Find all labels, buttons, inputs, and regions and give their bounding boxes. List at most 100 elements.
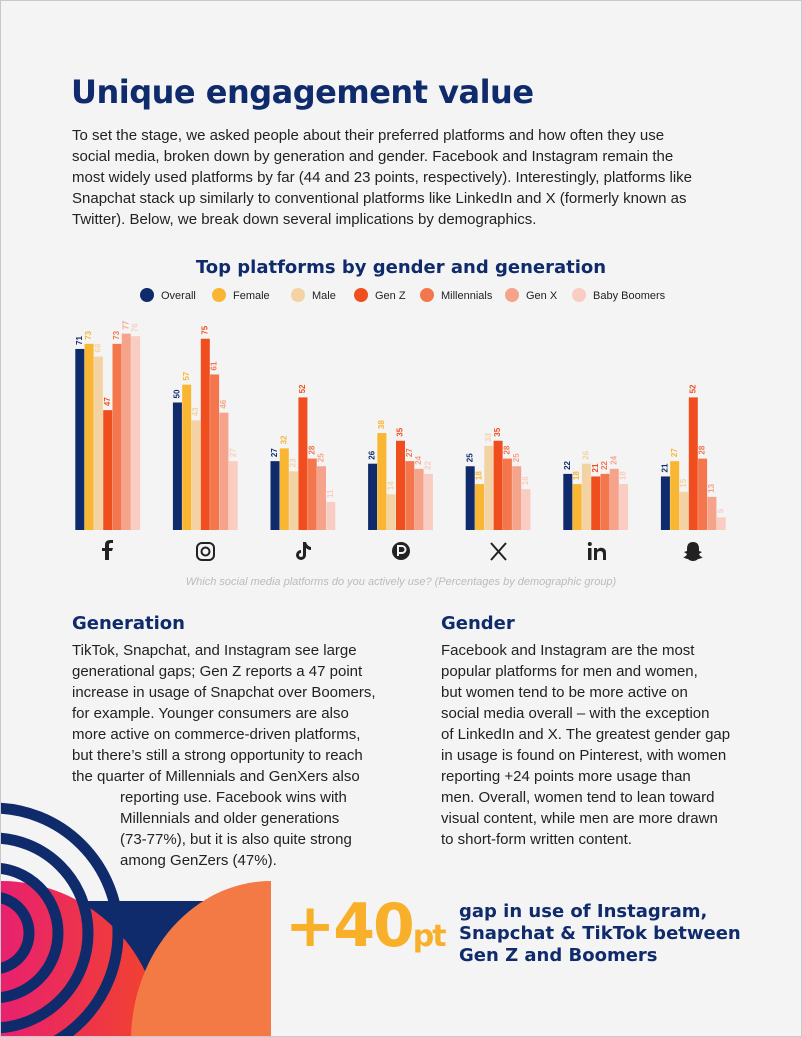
paragraph-line: to short-form written content. [441, 831, 632, 848]
bar [465, 466, 475, 530]
paragraph-line: for example. Younger consumers are also [72, 705, 349, 722]
bar [326, 501, 336, 530]
value-label: 27 [405, 448, 414, 457]
value-label: 21 [661, 463, 670, 472]
value-label: 5 [716, 508, 725, 513]
stat-text: gap in use of Instagram, [459, 901, 708, 922]
value-label: 16 [521, 476, 530, 485]
value-label: 76 [131, 323, 140, 332]
value-label: 52 [298, 384, 307, 393]
value-label: 73 [112, 330, 121, 339]
paragraph-line: (73-77%), but it is also quite strong [120, 831, 352, 848]
bar [103, 410, 113, 530]
value-label: 25 [317, 453, 326, 462]
bar [512, 466, 522, 530]
chart-title: Top platforms by gender and generation [196, 257, 606, 278]
bar [279, 448, 289, 530]
legend-swatch [505, 288, 519, 302]
stat-text: Snapchat & TikTok between [459, 923, 741, 944]
platform-icons [102, 540, 703, 561]
stat-text: Gen Z and Boomers [459, 945, 658, 966]
legend-label: Gen X [526, 290, 558, 302]
value-label: 23 [289, 458, 298, 467]
paragraph-line: in usage is found on Pinterest, with wom… [441, 747, 727, 764]
value-label: 28 [503, 445, 512, 454]
value-label: 43 [191, 407, 200, 416]
value-label: 38 [377, 420, 386, 429]
intro-line: Snapchat stack up similarly to conventio… [72, 190, 687, 207]
value-label: 25 [512, 453, 521, 462]
value-label: 32 [279, 435, 288, 444]
bar [563, 473, 573, 530]
value-label: 28 [698, 445, 707, 454]
bar [368, 463, 378, 530]
value-label: 13 [707, 483, 716, 492]
bar [298, 397, 308, 530]
legend-swatch [291, 288, 305, 302]
paragraph-line: reporting use. Facebook wins with [120, 789, 347, 806]
value-label: 26 [582, 450, 591, 459]
bar [405, 461, 415, 530]
value-label: 26 [368, 450, 377, 459]
bar [414, 468, 424, 530]
bar [210, 374, 220, 530]
value-label: 15 [679, 478, 688, 487]
bar [609, 468, 619, 530]
value-label: 68 [94, 343, 103, 352]
value-label: 46 [219, 399, 228, 408]
paragraph-line: TikTok, Snapchat, and Instagram see larg… [72, 642, 357, 659]
chart-caption: Which social media platforms do you acti… [186, 576, 617, 588]
bar [688, 397, 698, 530]
value-label: 77 [121, 320, 130, 329]
value-label: 35 [493, 427, 502, 436]
bar [386, 494, 396, 530]
bar [200, 338, 210, 530]
value-label: 27 [670, 448, 679, 457]
bar [698, 458, 708, 530]
value-label: 18 [572, 471, 581, 480]
value-label: 57 [182, 371, 191, 380]
value-label: 18 [475, 471, 484, 480]
bar [182, 384, 192, 530]
bar [317, 466, 326, 530]
legend-label: Baby Boomers [593, 290, 666, 302]
paragraph-line: of LinkedIn and X. The greatest gender g… [441, 726, 731, 743]
intro-line: social media, broken down by generation … [72, 148, 674, 165]
bar [93, 356, 103, 530]
value-label: 25 [465, 453, 474, 462]
bar [423, 473, 433, 530]
bar [172, 402, 182, 530]
value-label: 24 [609, 455, 618, 464]
bar [581, 463, 591, 530]
value-label: 22 [563, 460, 572, 469]
paragraph-line: Millennials and older generations [120, 810, 340, 827]
bar [707, 496, 717, 530]
value-label: 71 [75, 336, 84, 345]
bar [84, 343, 94, 530]
bar [670, 461, 680, 530]
bar [377, 433, 387, 530]
paragraph-line: men. Overall, women tend to lean toward [441, 789, 715, 806]
legend-label: Overall [161, 290, 196, 302]
intro-line: To set the stage, we asked people about … [72, 127, 665, 144]
value-label: 28 [307, 445, 316, 454]
bar [591, 476, 601, 530]
bar [307, 458, 317, 530]
bar [191, 420, 201, 530]
bar [396, 440, 405, 530]
bar [484, 445, 494, 530]
intro-line: most widely used platforms by far (44 an… [72, 169, 692, 186]
paragraph-line: popular platforms for men and women, [441, 663, 698, 680]
intro-line: Twitter). Below, we break down several i… [72, 211, 537, 228]
legend-label: Female [233, 290, 270, 302]
stat-unit: pt [412, 919, 447, 954]
paragraph-line: but women tend to be more active on [441, 684, 688, 701]
bar [219, 412, 229, 530]
paragraph-line: but there’s still a strong opportunity t… [72, 747, 363, 764]
value-label: 52 [688, 384, 697, 393]
value-label: 75 [200, 325, 209, 334]
decoration [1, 802, 271, 1036]
bar [572, 484, 582, 530]
value-label: 47 [103, 397, 112, 406]
